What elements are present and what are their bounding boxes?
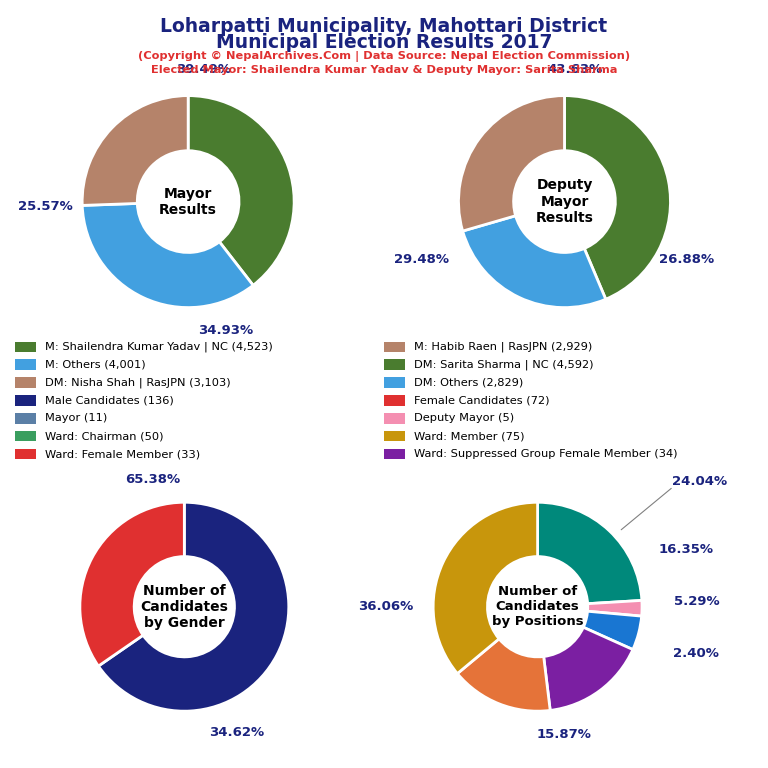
Text: 65.38%: 65.38% (125, 473, 180, 486)
Text: 2.40%: 2.40% (674, 647, 720, 660)
Bar (15, 431, 36, 442)
Text: Mayor (11): Mayor (11) (45, 413, 108, 423)
Bar (15, 449, 36, 459)
Text: 5.29%: 5.29% (674, 595, 719, 608)
Bar (384, 449, 405, 459)
Bar (384, 342, 405, 352)
Text: 16.35%: 16.35% (658, 543, 713, 556)
Bar (384, 377, 405, 388)
Text: (Copyright © NepalArchives.Com | Data Source: Nepal Election Commission): (Copyright © NepalArchives.Com | Data So… (138, 51, 630, 61)
Wedge shape (188, 96, 294, 286)
Text: 24.04%: 24.04% (672, 475, 727, 488)
Bar (15, 413, 36, 424)
Text: 15.87%: 15.87% (536, 727, 591, 740)
Text: Municipal Election Results 2017: Municipal Election Results 2017 (216, 33, 552, 52)
Text: Female Candidates (72): Female Candidates (72) (414, 396, 550, 406)
Text: DM: Nisha Shah | RasJPN (3,103): DM: Nisha Shah | RasJPN (3,103) (45, 377, 231, 388)
Bar (384, 431, 405, 442)
Text: 43.63%: 43.63% (548, 63, 603, 75)
Text: Elected Mayor: Shailendra Kumar Yadav & Deputy Mayor: Sarita Sharma: Elected Mayor: Shailendra Kumar Yadav & … (151, 65, 617, 74)
Bar (15, 342, 36, 352)
Text: M: Shailendra Kumar Yadav | NC (4,523): M: Shailendra Kumar Yadav | NC (4,523) (45, 342, 273, 352)
Text: Ward: Female Member (33): Ward: Female Member (33) (45, 449, 200, 459)
Wedge shape (588, 601, 642, 616)
Text: 36.06%: 36.06% (359, 601, 414, 613)
Bar (15, 396, 36, 406)
Text: Number of
Candidates
by Positions: Number of Candidates by Positions (492, 585, 584, 628)
Text: Mayor
Results: Mayor Results (159, 187, 217, 217)
Bar (384, 413, 405, 424)
Wedge shape (458, 639, 550, 711)
Text: Deputy
Mayor
Results: Deputy Mayor Results (535, 178, 594, 225)
Wedge shape (458, 96, 564, 231)
Text: Ward: Suppressed Group Female Member (34): Ward: Suppressed Group Female Member (34… (414, 449, 677, 459)
Wedge shape (462, 216, 606, 308)
Text: 26.88%: 26.88% (659, 253, 714, 266)
Wedge shape (80, 502, 184, 666)
Wedge shape (564, 96, 670, 300)
Text: 39.49%: 39.49% (177, 63, 232, 75)
Text: Ward: Chairman (50): Ward: Chairman (50) (45, 432, 164, 442)
Text: DM: Others (2,829): DM: Others (2,829) (414, 378, 523, 388)
Text: Number of
Candidates
by Gender: Number of Candidates by Gender (141, 584, 228, 630)
Wedge shape (98, 502, 289, 711)
Text: 29.48%: 29.48% (394, 253, 449, 266)
Bar (384, 396, 405, 406)
Text: Deputy Mayor (5): Deputy Mayor (5) (414, 413, 515, 423)
Bar (15, 359, 36, 370)
Text: Loharpatti Municipality, Mahottari District: Loharpatti Municipality, Mahottari Distr… (161, 17, 607, 36)
Text: Male Candidates (136): Male Candidates (136) (45, 396, 174, 406)
Wedge shape (538, 502, 642, 604)
Text: 34.93%: 34.93% (197, 324, 253, 337)
Wedge shape (584, 611, 641, 650)
Text: DM: Sarita Sharma | NC (4,592): DM: Sarita Sharma | NC (4,592) (414, 359, 594, 370)
Text: Ward: Member (75): Ward: Member (75) (414, 432, 525, 442)
Bar (15, 377, 36, 388)
Text: M: Others (4,001): M: Others (4,001) (45, 359, 146, 369)
Wedge shape (544, 627, 633, 710)
Wedge shape (82, 204, 253, 307)
Wedge shape (82, 96, 188, 205)
Text: M: Habib Raen | RasJPN (2,929): M: Habib Raen | RasJPN (2,929) (414, 342, 592, 352)
Text: 25.57%: 25.57% (18, 200, 72, 214)
Bar (384, 359, 405, 370)
Wedge shape (433, 502, 538, 674)
Text: 34.62%: 34.62% (209, 726, 264, 739)
